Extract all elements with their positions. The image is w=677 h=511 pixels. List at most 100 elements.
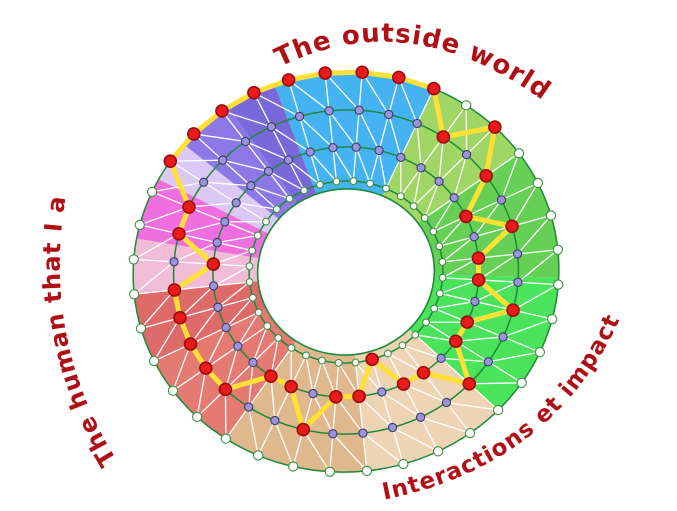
mesh-line <box>237 312 268 347</box>
mesh-line <box>224 220 267 237</box>
grid-node <box>220 433 232 444</box>
selected-node <box>182 200 196 214</box>
grid-node <box>128 254 139 265</box>
mesh-line <box>385 157 402 197</box>
grid-node <box>349 177 358 186</box>
grid-node <box>248 246 257 255</box>
grid-node <box>460 100 472 111</box>
selected-node <box>462 377 477 391</box>
grid-node <box>129 289 140 300</box>
grid-node <box>396 192 405 201</box>
grid-node <box>231 198 241 208</box>
selected-node <box>296 422 311 437</box>
grid-node <box>553 279 564 290</box>
mesh-line <box>203 181 251 204</box>
selected-node <box>167 283 182 297</box>
grid-node <box>208 281 219 291</box>
label-human-that-i-am-text: The human that I am <box>0 0 121 471</box>
grid-node <box>361 465 373 477</box>
grid-node <box>420 214 429 222</box>
grid-node <box>351 358 360 367</box>
mesh-line <box>309 151 337 185</box>
grid-node <box>318 356 326 365</box>
grid-node <box>516 377 527 388</box>
selected-node <box>163 154 178 169</box>
grid-node <box>274 333 283 342</box>
mesh-line <box>267 170 305 200</box>
grid-node <box>545 210 557 221</box>
grid-node <box>334 358 343 367</box>
selected-node <box>329 390 343 404</box>
selected-node <box>183 337 198 351</box>
selected-node <box>392 70 406 85</box>
grid-node <box>248 293 257 302</box>
grid-node <box>270 415 280 426</box>
grid-node <box>245 262 254 271</box>
grid-node <box>498 332 508 342</box>
grid-node <box>245 278 254 287</box>
mesh-line <box>358 391 394 429</box>
grid-node <box>441 397 452 408</box>
grid-node <box>435 289 444 298</box>
grid-node <box>415 412 426 422</box>
grid-node <box>199 177 209 187</box>
grid-node <box>315 180 324 189</box>
grid-node <box>272 205 281 214</box>
grid-node <box>398 458 409 470</box>
selected-node <box>173 310 187 325</box>
selected-node <box>206 257 221 271</box>
grid-node <box>134 219 145 231</box>
grid-node <box>354 105 364 115</box>
selected-node <box>218 382 233 397</box>
grid-node <box>483 357 493 367</box>
sector-pale-pink <box>133 238 260 295</box>
grid-node <box>429 227 438 236</box>
grid-node <box>192 411 203 423</box>
mesh-line <box>216 234 258 252</box>
grid-node <box>409 202 418 211</box>
grid-node <box>384 109 394 120</box>
grid-node <box>253 231 262 240</box>
grid-node <box>470 296 480 307</box>
selected-node <box>436 130 451 144</box>
grid-node <box>263 166 274 176</box>
grid-node <box>148 355 160 367</box>
mesh-line <box>392 416 439 452</box>
grid-node <box>212 237 222 248</box>
selected-node <box>427 81 441 96</box>
selected-node <box>318 66 332 80</box>
grid-node <box>300 186 309 195</box>
mesh-line <box>362 427 404 465</box>
sector-indigo <box>228 84 317 204</box>
grid-node <box>288 461 299 472</box>
sector-bright-green <box>409 274 559 411</box>
grid-node <box>248 357 258 368</box>
mesh-line <box>245 140 289 172</box>
grid-node <box>283 155 294 165</box>
grid-node <box>469 232 479 242</box>
mesh-line <box>512 281 559 311</box>
grid-node <box>328 429 338 439</box>
grid-node <box>366 179 374 188</box>
grid-node <box>358 428 368 438</box>
mesh-line <box>332 147 354 182</box>
grid-node <box>244 402 254 412</box>
mesh-line <box>438 154 468 198</box>
mesh-line <box>287 159 321 191</box>
grid-node <box>328 143 338 153</box>
mesh-line <box>517 249 559 283</box>
selected-node <box>471 251 486 265</box>
grid-node <box>266 122 277 132</box>
mesh-line <box>413 180 440 219</box>
grid-node <box>351 142 361 152</box>
grid-node <box>436 353 446 363</box>
mesh-line <box>469 361 523 385</box>
mesh-line <box>270 126 311 161</box>
mesh-line <box>378 114 402 158</box>
mesh-line <box>400 123 422 168</box>
grid-node <box>382 184 390 193</box>
selected-node <box>281 73 296 87</box>
selected-node <box>416 365 431 380</box>
grid-node <box>246 181 256 191</box>
